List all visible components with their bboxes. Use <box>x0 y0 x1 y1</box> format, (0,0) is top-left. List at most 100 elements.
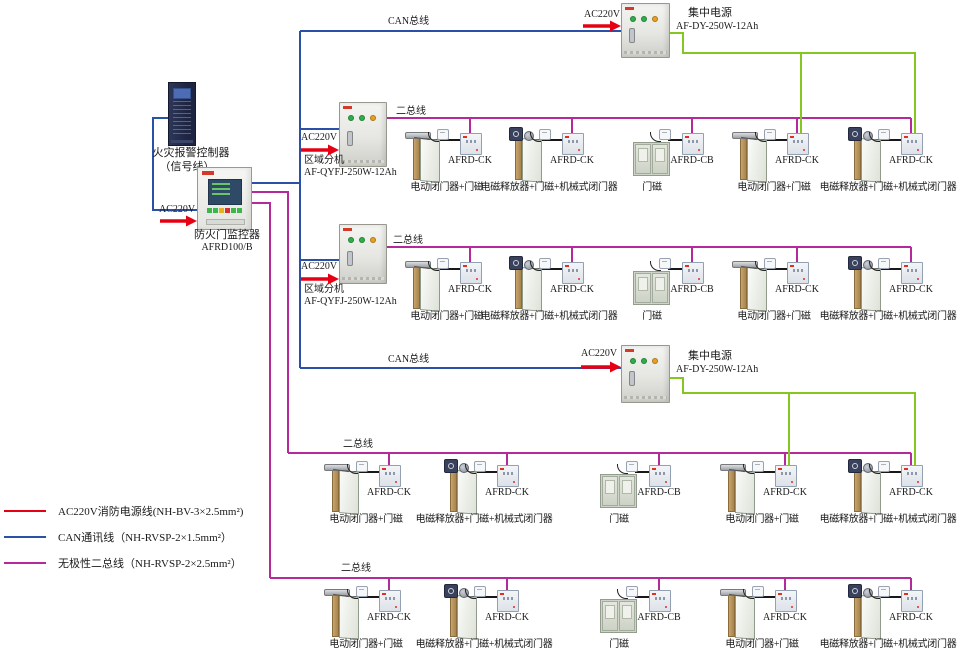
cabinet-screen <box>173 88 191 99</box>
legend-label: CAN通讯线（NH-RVSP-2×1.5mm²） <box>58 532 232 544</box>
sensor-wire-icon <box>869 589 880 599</box>
device-label: 电磁释放器+门磁+机械式闭门器 <box>819 514 957 525</box>
device-label: 电磁释放器+门磁+机械式闭门器 <box>819 311 957 322</box>
module-label: AFRD-CB <box>637 612 681 623</box>
door-device-group: AFRD-CK 电动闭门器+门磁 <box>687 254 861 326</box>
module-label: AFRD-CK <box>889 155 933 166</box>
can-communication-lines <box>152 30 621 369</box>
device-wire <box>869 268 902 270</box>
sensor-wire-icon <box>743 589 754 599</box>
device-label: 电动闭门器+门磁 <box>737 311 811 322</box>
module-label: AFRD-CK <box>367 612 411 623</box>
cabinet-handle <box>629 27 635 43</box>
door-device-group: AFRD-CK 电动闭门器+门磁 <box>279 582 453 654</box>
cabinet-indicator-grid <box>173 101 191 137</box>
afrd-module <box>649 590 671 612</box>
fire-door-monitor <box>197 167 252 230</box>
device-wire <box>635 471 650 473</box>
module-label: AFRD-CK <box>775 155 819 166</box>
electromagnetic-releaser-icon <box>444 459 458 473</box>
power-arrow-head <box>186 215 197 227</box>
legend: AC220V消防电源线(NH-BV-3×2.5mm²) CAN通讯线（NH-RV… <box>4 498 243 576</box>
afrd-module <box>460 262 482 284</box>
sensor-wire-icon <box>650 261 661 271</box>
door-device-group: AFRD-CK 电磁释放器+门磁+机械式闭门器 <box>397 582 571 654</box>
door-magnet-sensor-icon <box>764 129 776 140</box>
double-door-icon <box>600 474 637 508</box>
central-power-model: AF-DY-250W-12Ah <box>676 21 759 32</box>
sensor-wire-icon <box>650 132 661 142</box>
afrd-module <box>682 133 704 155</box>
door-device-group: AFRD-CK 电动闭门器+门磁 <box>675 457 849 529</box>
central-power-label: 集中电源 <box>688 350 732 362</box>
door-magnet-sensor-icon <box>474 586 486 597</box>
cabinet-handle <box>347 131 353 147</box>
cabinet-base <box>341 277 385 280</box>
electromagnetic-releaser-icon <box>848 459 862 473</box>
module-label: AFRD-CK <box>889 612 933 623</box>
door-magnet-sensor-icon <box>752 461 764 472</box>
ac220v-label: AC220V <box>301 261 338 272</box>
device-label: 电动闭门器+门磁 <box>410 182 484 193</box>
afrd-module <box>379 465 401 487</box>
sensor-wire-icon <box>755 132 766 142</box>
device-wire <box>347 471 380 473</box>
legend-item-bus: 无极性二总线（NH-RVSP-2×2.5mm²） <box>4 550 243 576</box>
status-leds <box>630 358 658 364</box>
door-magnet-sensor-icon <box>659 258 671 269</box>
power-arrow-head <box>328 144 339 156</box>
afrd-module <box>901 133 923 155</box>
sensor-wire-icon <box>869 261 880 271</box>
ac220v-label: AC220V <box>301 132 338 143</box>
brand-logo <box>625 349 634 352</box>
device-wire <box>869 596 902 598</box>
brand-logo <box>202 171 214 175</box>
device-wire <box>428 268 461 270</box>
electromagnetic-releaser-icon <box>848 127 862 141</box>
device-wire <box>465 596 498 598</box>
sensor-wire-icon <box>428 261 439 271</box>
door-magnet-sensor-icon <box>878 586 890 597</box>
regional-unit-1 <box>339 102 387 167</box>
brand-logo <box>343 228 352 231</box>
door-device-group: AFRD-CB 门磁 <box>549 457 723 529</box>
device-label: 门磁 <box>609 639 629 650</box>
device-wire <box>668 268 683 270</box>
regional-unit-model: AF-QYFJ-250W-12Ah <box>304 296 397 307</box>
device-label: 电动闭门器+门磁 <box>329 639 403 650</box>
bus-line-sample <box>4 562 46 564</box>
central-power-supply-1 <box>621 3 670 58</box>
electromagnetic-releaser-icon <box>509 127 523 141</box>
door-monitor-model: AFRD100/B <box>201 242 253 253</box>
legend-item-can: CAN通讯线（NH-RVSP-2×1.5mm²） <box>4 524 243 550</box>
door-magnet-sensor-icon <box>437 129 449 140</box>
brand-logo <box>625 7 634 10</box>
monitor-nameplate <box>206 219 245 225</box>
sensor-wire-icon <box>428 132 439 142</box>
regional-unit-label: 区域分机 <box>304 155 344 166</box>
device-wire <box>755 139 788 141</box>
cabinet-base <box>623 51 668 54</box>
aux-power-lines <box>666 32 916 465</box>
afrd-module <box>775 590 797 612</box>
module-label: AFRD-CK <box>485 612 529 623</box>
device-wire <box>743 471 776 473</box>
two-bus-label: 二总线 <box>343 439 373 450</box>
device-label: 电动闭门器+门磁 <box>725 514 799 525</box>
sensor-wire-icon <box>465 464 476 474</box>
door-magnet-sensor-icon <box>752 586 764 597</box>
door-device-group: AFRD-CK 电动闭门器+门磁 <box>675 582 849 654</box>
sensor-wire-icon <box>465 589 476 599</box>
device-wire <box>869 139 902 141</box>
device-label: 电动闭门器+门磁 <box>329 514 403 525</box>
afrd-module <box>787 133 809 155</box>
cabinet-handle <box>629 371 635 387</box>
door-magnet-sensor-icon <box>878 129 890 140</box>
afrd-module <box>649 465 671 487</box>
device-wire <box>428 139 461 141</box>
door-device-group: AFRD-CK 电动闭门器+门磁 <box>360 125 534 197</box>
door-magnet-sensor-icon <box>764 258 776 269</box>
legend-item-power: AC220V消防电源线(NH-BV-3×2.5mm²) <box>4 498 243 524</box>
device-label: 电动闭门器+门磁 <box>410 311 484 322</box>
device-label: 电动闭门器+门磁 <box>737 182 811 193</box>
